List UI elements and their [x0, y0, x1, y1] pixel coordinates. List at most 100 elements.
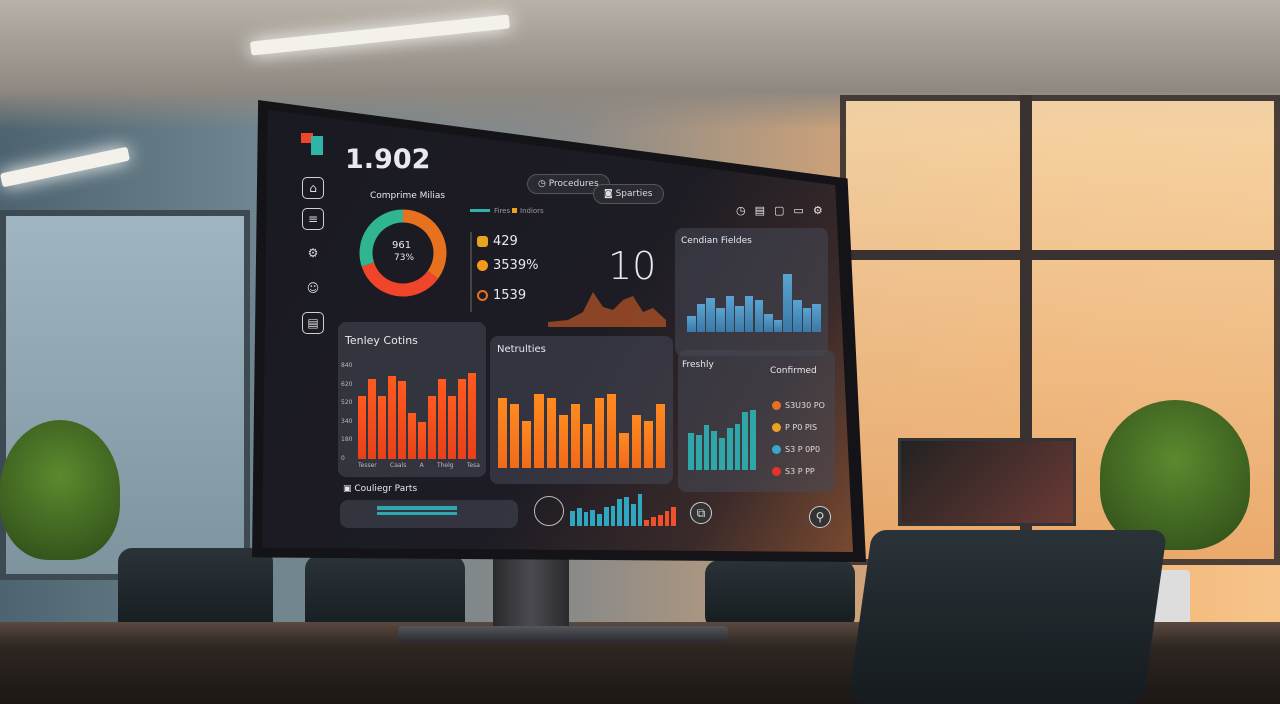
- chart-bar: [595, 397, 605, 468]
- plant: [1100, 400, 1250, 550]
- home-icon[interactable]: ⌂: [302, 177, 324, 199]
- chart-bar: [368, 378, 376, 459]
- chart-bar: [719, 437, 725, 470]
- chart-bar: [793, 300, 802, 332]
- footer-title-text: Couliegr Parts: [354, 484, 418, 494]
- kpi-icon: [477, 290, 488, 301]
- chart-bar: [534, 394, 544, 468]
- settings-icon[interactable]: ⚙: [307, 246, 319, 260]
- panel-title: Cendian Fieldes: [681, 236, 752, 246]
- document-icon[interactable]: ▤: [754, 204, 775, 217]
- chart-bar: [688, 432, 694, 470]
- plant: [0, 420, 120, 560]
- chart-bar: [773, 320, 783, 332]
- tab-label: Sparties: [615, 189, 653, 199]
- gear-icon[interactable]: ⚙: [812, 204, 832, 217]
- chart-bar: [735, 306, 744, 332]
- x-tick: A: [419, 462, 424, 469]
- legend-swatch: [512, 208, 517, 213]
- chart-bar: [576, 507, 582, 526]
- user-icon[interactable]: ⚲: [809, 506, 831, 528]
- clipboard-icon[interactable]: ▢: [774, 204, 794, 217]
- chart-bar: [671, 506, 676, 526]
- cards-icon[interactable]: ▤: [302, 312, 324, 334]
- chart-bar: [802, 308, 812, 332]
- status-dot: [772, 444, 781, 454]
- chart-bar: [651, 517, 656, 526]
- chart-bar: [630, 504, 636, 526]
- confirmed-label: S3 P PP: [785, 466, 815, 476]
- donut-chart: [359, 209, 447, 297]
- chart-bar: [603, 506, 609, 526]
- share-icon[interactable]: ⧉: [690, 502, 712, 524]
- progress-bar: [377, 512, 457, 515]
- panel-title: Tenley Cotins: [345, 334, 418, 347]
- tab-label: Procedures: [548, 179, 599, 189]
- chart-bar: [725, 296, 735, 332]
- chart-bar: [570, 403, 580, 468]
- panel-title: Netrulties: [497, 344, 546, 355]
- legend-swatch: [470, 209, 490, 212]
- confirmed-item: S3 P 0P0: [772, 438, 825, 460]
- y-tick: 520: [341, 399, 353, 407]
- bar-chart: [498, 386, 668, 468]
- panel-freshly: Freshly Confirmed S3U30 PO P P0 PIS S3 P 0…: [678, 350, 835, 492]
- donut-center-pct: 73%: [394, 253, 415, 263]
- confirmed-label: S3U30 PO: [785, 400, 825, 410]
- panel-cendian: Cendian Fieldes: [675, 228, 828, 356]
- bar-chart: [570, 492, 678, 526]
- monitor-base: [398, 626, 728, 642]
- chart-bar: [438, 378, 446, 459]
- chart-bar: [418, 422, 426, 459]
- clock-icon[interactable]: ◷: [736, 204, 755, 217]
- list-icon[interactable]: ≡: [302, 208, 324, 230]
- bar-chart: [358, 367, 478, 459]
- chart-bar: [706, 298, 715, 332]
- donut-segment: [361, 262, 439, 297]
- chart-bar: [744, 296, 754, 332]
- chart-bar: [764, 314, 773, 332]
- status-dot: [772, 400, 781, 410]
- chart-bar: [398, 380, 406, 459]
- radar-icon: [534, 496, 564, 526]
- x-tick: Tesa: [466, 462, 480, 469]
- donut-segment: [402, 209, 447, 279]
- chart-bar: [715, 308, 725, 332]
- chart-bar: [711, 431, 718, 470]
- x-tick: Caals: [390, 462, 407, 469]
- x-axis: Tesser Caals A Thelg Tesa: [358, 462, 480, 469]
- panel-metrics: Netrulties: [490, 336, 673, 484]
- users-icon[interactable]: ☺: [306, 281, 320, 295]
- chart-bar: [378, 395, 386, 459]
- background-monitor: [898, 438, 1076, 526]
- chart-bar: [657, 515, 663, 526]
- tab-sparties[interactable]: ◙ Sparties: [593, 184, 664, 204]
- y-axis: 840 620 520 340 180 0: [341, 362, 357, 462]
- chart-bar: [742, 412, 749, 470]
- chart-bar: [583, 512, 589, 526]
- kpi-icon: [477, 260, 488, 271]
- y-tick: 0: [341, 454, 345, 462]
- chart-bar: [597, 513, 602, 526]
- chart-bar: [696, 304, 706, 332]
- footer-progress-panel: [340, 500, 518, 528]
- kpi-value: 3539%: [493, 258, 539, 273]
- confirmed-item: S3 P PP: [772, 460, 825, 482]
- kpi-icon: [477, 236, 488, 247]
- kpi-value: 1539: [493, 288, 527, 303]
- status-dot: [772, 466, 781, 476]
- chart-bar: [624, 496, 629, 526]
- chart-bar: [750, 409, 756, 470]
- chart-bar: [428, 395, 436, 459]
- chart-bar: [783, 274, 793, 332]
- toolbar: ◷▤▢▭⚙: [736, 204, 832, 217]
- y-tick: 180: [341, 436, 353, 444]
- foreground-chair: [847, 530, 1168, 704]
- confirmed-list: S3U30 PO P P0 PIS S3 P 0P0 S3 P PP: [772, 394, 825, 482]
- kpi-value: 429: [493, 234, 518, 249]
- status-dot: [772, 422, 781, 432]
- chart-bar: [619, 432, 629, 468]
- folder-icon[interactable]: ▭: [793, 204, 813, 217]
- donut-center-value: 961: [392, 240, 412, 251]
- chart-bar: [664, 511, 670, 526]
